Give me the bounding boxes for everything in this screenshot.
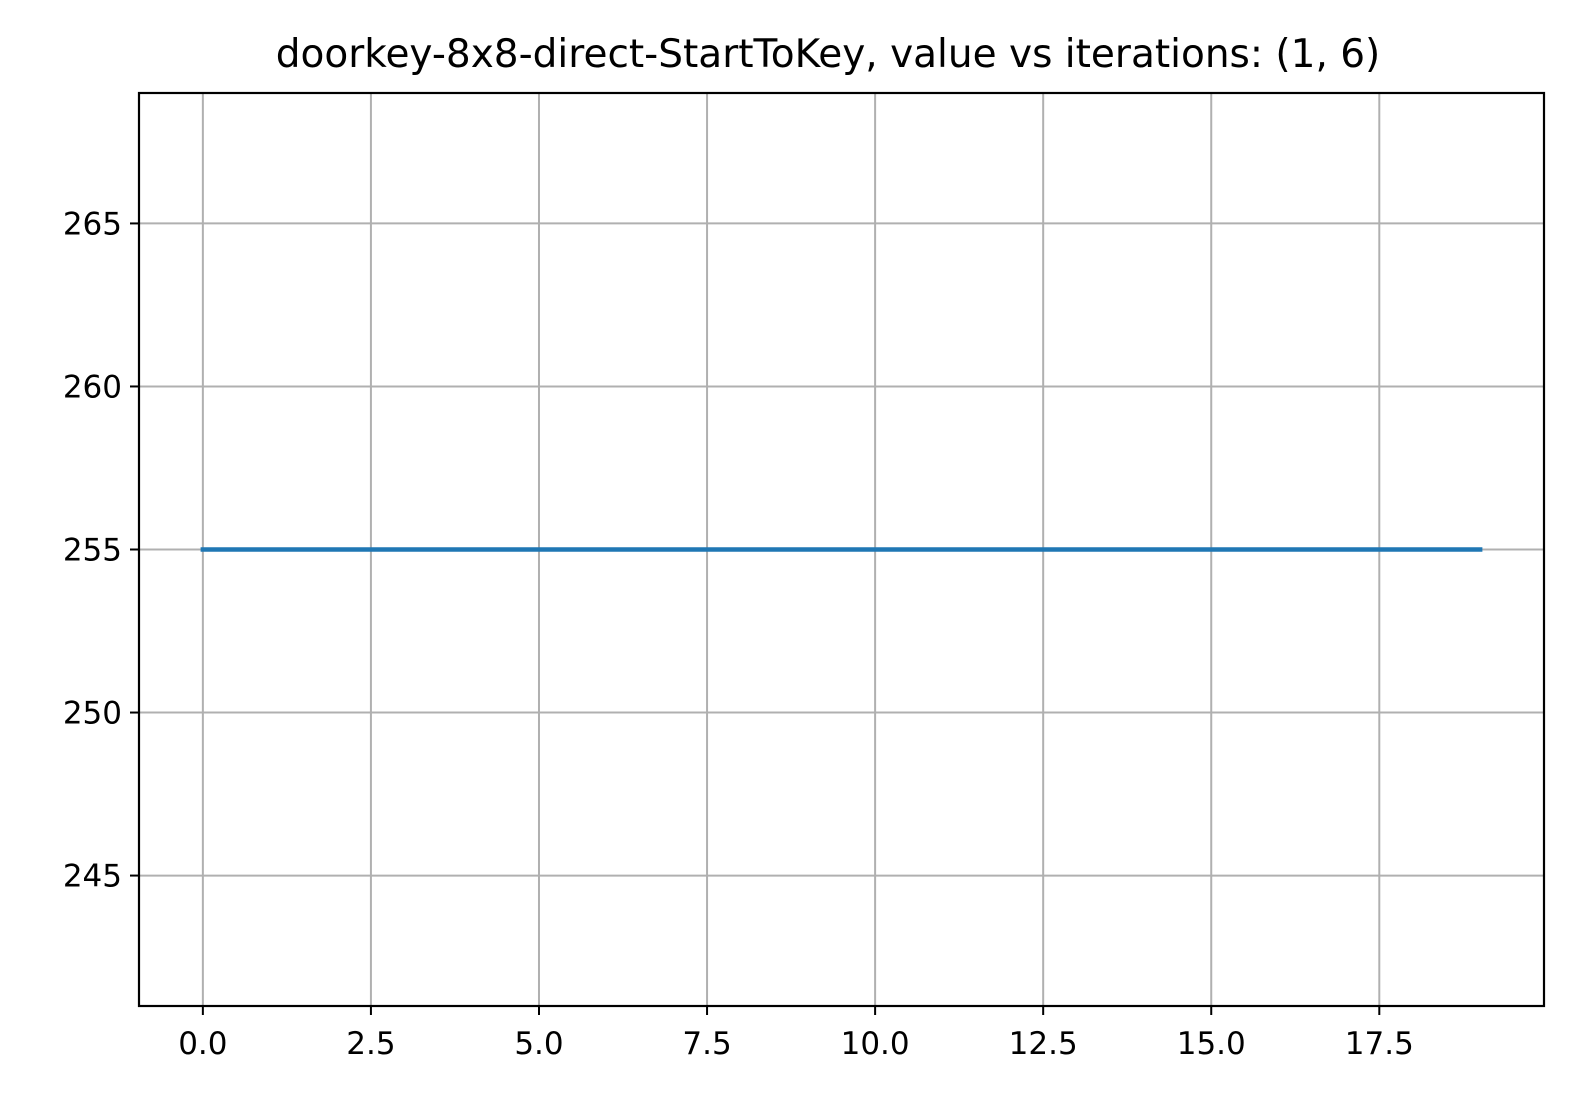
x-tick-label: 7.5 [682,1026,731,1062]
x-tick-label: 5.0 [514,1026,563,1062]
x-tick-label: 17.5 [1345,1026,1414,1062]
y-tick-label: 255 [63,533,122,569]
y-tick-label: 265 [63,206,122,242]
y-tick-label: 250 [63,696,122,732]
x-tick-label: 2.5 [346,1026,395,1062]
x-tick-label: 0.0 [178,1026,227,1062]
y-tick-label: 260 [63,369,122,405]
x-tick-label: 10.0 [841,1026,910,1062]
y-tick-label: 245 [63,859,122,895]
x-tick-label: 15.0 [1177,1026,1246,1062]
chart-title: doorkey-8x8-direct-StartToKey, value vs … [276,32,1381,77]
axis-ticks: 0.0 2.5 5.0 7.5 10.0 12.5 15.0 17.5 245 250 255 260… [63,206,1414,1062]
x-tick-label: 12.5 [1009,1026,1078,1062]
